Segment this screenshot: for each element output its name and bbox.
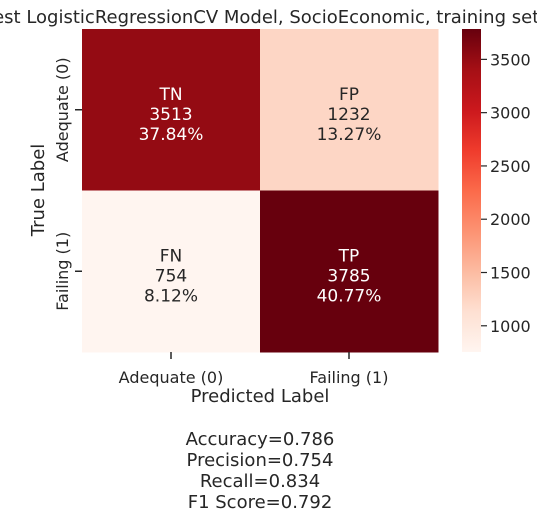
heatmap-cell-tn (82, 29, 261, 191)
metric-line: Accuracy=0.786 (186, 429, 335, 450)
cell-label: FN (160, 246, 183, 266)
cell-count: 754 (155, 266, 187, 286)
colorbar-tick-label: 1000 (490, 317, 531, 336)
chart-title: Best LogisticRegressionCV Model, SocioEc… (0, 7, 537, 28)
metric-line: F1 Score=0.792 (188, 492, 333, 513)
y-tick-label: Failing (1) (53, 232, 72, 311)
colorbar-tick-label: 2500 (490, 157, 531, 176)
cell-count: 3785 (327, 266, 370, 286)
cell-label: TP (338, 246, 360, 266)
heatmap-cell-fn (82, 190, 261, 353)
y-axis: Adequate (0) Failing (1) (53, 57, 82, 311)
cell-percent: 40.77% (317, 286, 382, 306)
colorbar-tick-label: 1500 (490, 264, 531, 283)
x-tick-label: Failing (1) (310, 368, 389, 387)
cell-label: TN (158, 85, 182, 105)
cell-count: 3513 (149, 105, 192, 125)
cell-percent: 37.84% (139, 125, 204, 145)
x-axis: Adequate (0) Failing (1) (119, 352, 389, 387)
metrics-block: Accuracy=0.786Precision=0.754Recall=0.83… (186, 429, 335, 513)
metric-line: Precision=0.754 (187, 450, 334, 471)
x-axis-label: Predicted Label (191, 386, 330, 407)
cell-percent: 8.12% (144, 286, 198, 306)
colorbar-ticks: 1000 1500 2000 2500 3000 3500 (481, 50, 531, 336)
cell-count: 1232 (327, 105, 370, 125)
colorbar-tick-label: 2000 (490, 210, 531, 229)
colorbar-tick-label: 3500 (490, 50, 531, 69)
cell-label: FP (339, 85, 359, 105)
metric-line: Recall=0.834 (200, 471, 320, 492)
cell-percent: 13.27% (317, 125, 382, 145)
x-tick-label: Adequate (0) (119, 368, 224, 387)
heatmap-cell-fp (260, 29, 439, 191)
colorbar (462, 29, 481, 352)
y-axis-label: True Label (28, 144, 49, 238)
y-tick-label: Adequate (0) (53, 57, 72, 162)
colorbar-tick-label: 3000 (490, 104, 531, 123)
heatmap-cell-tp (260, 190, 439, 353)
